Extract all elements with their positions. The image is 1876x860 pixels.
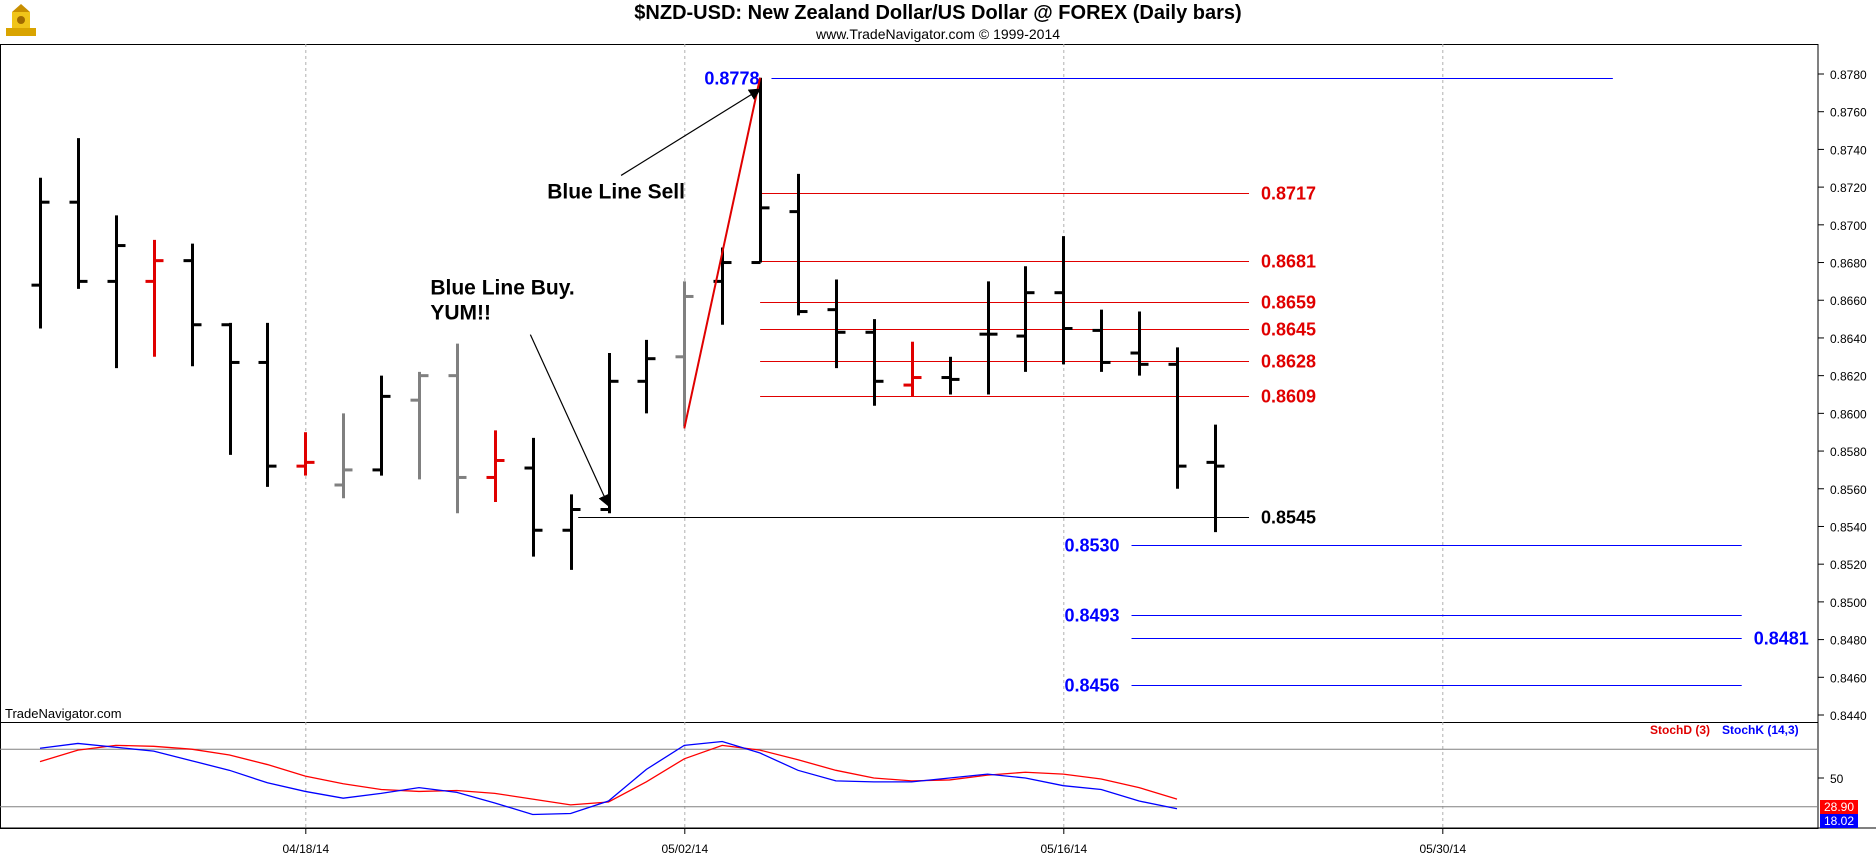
level-label: 0.8545 [1261, 508, 1316, 528]
annotation-arrow [529, 334, 610, 507]
x-tick-label: 05/30/14 [1419, 842, 1466, 856]
level-label: 0.8645 [1261, 320, 1316, 340]
y-tick-label: 0.8640 [1830, 332, 1867, 346]
annotation-text: Blue Line Buy. [430, 277, 574, 300]
price-panel-border [0, 44, 1819, 723]
x-tick-label: 04/18/14 [282, 842, 329, 856]
level-label: 0.8530 [1064, 536, 1119, 556]
x-tick-label: 05/02/14 [661, 842, 708, 856]
y-tick-label: 0.8480 [1830, 634, 1867, 648]
stochd-legend: StochD (3) [1650, 723, 1710, 737]
y-tick-label: 0.8520 [1830, 558, 1867, 572]
y-tick-label: 0.8600 [1830, 407, 1867, 421]
chart-subtitle: www.TradeNavigator.com © 1999-2014 [815, 26, 1061, 42]
level-label: 0.8628 [1261, 352, 1316, 372]
chart-title: $NZD-USD: New Zealand Dollar/US Dollar @… [634, 2, 1242, 24]
stoch-tick-label: 50 [1830, 772, 1844, 786]
watermark-label: TradeNavigator.com [5, 706, 122, 721]
level-label: 0.8659 [1261, 293, 1316, 313]
stochd-value-box [1820, 800, 1858, 814]
y-tick-label: 0.8760 [1830, 106, 1867, 120]
y-tick-label: 0.8460 [1830, 671, 1867, 685]
annotation-text: Blue Line Sell [547, 180, 685, 203]
annotation-arrow [620, 88, 762, 176]
level-label: 0.8493 [1064, 606, 1119, 626]
price-bars [31, 77, 1225, 570]
blue-line-segment [683, 77, 762, 429]
y-tick-label: 0.8720 [1830, 181, 1867, 195]
x-axis: 04/18/14 05/02/14 05/16/14 05/30/14 [282, 828, 1466, 856]
level-label: 0.8481 [1754, 629, 1809, 649]
annotation-text: YUM!! [430, 302, 491, 325]
stochk-line [39, 740, 1178, 816]
y-axis: 0.8440 0.8460 0.8480 0.8500 0.8520 0.8540 0.85… [1818, 68, 1867, 723]
level-lines: 0.8778 0.8717 0.8681 0.8659 0.8645 0.8628 0.86… [578, 69, 1809, 696]
y-tick-label: 0.8620 [1830, 370, 1867, 384]
chart-grid [305, 44, 1444, 828]
y-tick-label: 0.8700 [1830, 219, 1867, 233]
stochk-value-box [1820, 814, 1858, 828]
chart-header: $NZD-USD: New Zealand Dollar/US Dollar @… [0, 0, 1876, 44]
y-tick-label: 0.8500 [1830, 596, 1867, 610]
y-tick-label: 0.8440 [1830, 709, 1867, 723]
y-tick-label: 0.8680 [1830, 257, 1867, 271]
level-label: 0.8778 [704, 69, 759, 89]
stochk-legend: StochK (14,3) [1722, 723, 1799, 737]
y-tick-label: 0.8560 [1830, 483, 1867, 497]
stochd-line [39, 744, 1178, 806]
y-tick-label: 0.8540 [1830, 520, 1867, 534]
y-tick-label: 0.8580 [1830, 445, 1867, 459]
level-label: 0.8609 [1261, 387, 1316, 407]
stochk-value: 18.02 [1824, 814, 1854, 828]
trade-navigator-logo-icon [4, 2, 44, 42]
stochd-value: 28.90 [1824, 800, 1854, 814]
x-tick-label: 05/16/14 [1040, 842, 1087, 856]
chart-frame [0, 44, 1876, 829]
level-label: 0.8681 [1261, 252, 1316, 272]
level-label: 0.8717 [1261, 184, 1316, 204]
stoch-panel-border [0, 722, 1819, 829]
y-tick-label: 0.8740 [1830, 143, 1867, 157]
y-tick-label: 0.8780 [1830, 68, 1867, 82]
level-label: 0.8456 [1064, 676, 1119, 696]
annotations: Blue Line Sell Blue Line Buy.YUM!! [430, 77, 762, 507]
y-tick-label: 0.8660 [1830, 294, 1867, 308]
